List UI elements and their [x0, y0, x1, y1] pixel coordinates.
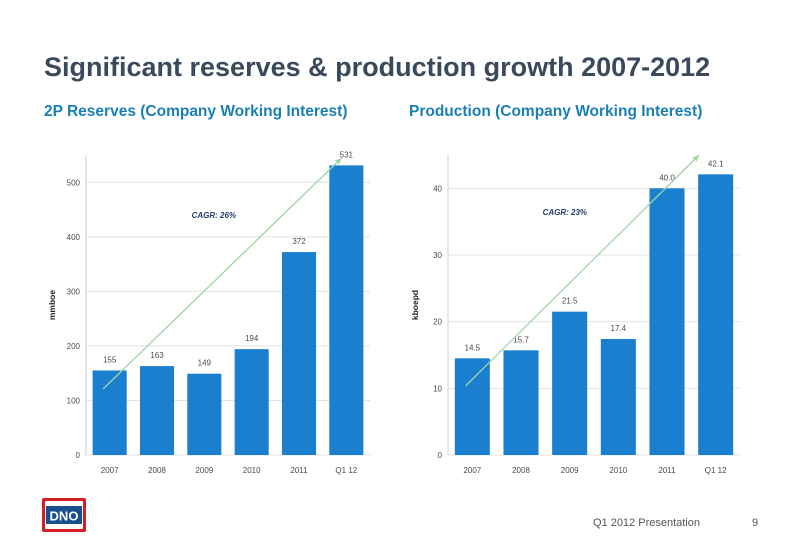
x-tick-label: 2007 — [463, 466, 481, 475]
bar — [698, 174, 734, 456]
bar — [454, 358, 490, 455]
data-label: 21.5 — [562, 297, 578, 306]
footer-presentation-label: Q1 2012 Presentation — [592, 517, 700, 529]
logo-band — [46, 506, 82, 524]
x-tick-label: 2009 — [561, 466, 579, 475]
y-tick-label: 30 — [433, 251, 442, 260]
trend-line — [465, 154, 700, 387]
y-tick-label: 200 — [67, 342, 81, 351]
y-axis-label: mmboe — [47, 290, 57, 321]
dno-logo: DNO — [42, 498, 86, 532]
data-label: 40.0 — [659, 173, 675, 182]
y-tick-label: 0 — [438, 451, 443, 460]
cagr-annotation: CAGR: 26% — [192, 211, 236, 220]
page-title: Significant reserves & production growth… — [44, 52, 711, 82]
bar — [139, 366, 175, 455]
x-tick-label: 2007 — [101, 466, 119, 475]
bar — [503, 350, 539, 455]
y-tick-label: 100 — [67, 396, 81, 405]
trend-line — [102, 157, 343, 390]
bar — [552, 311, 588, 455]
data-label: 15.7 — [513, 335, 529, 344]
data-label: 372 — [292, 237, 306, 246]
x-tick-label: Q1 12 — [705, 466, 727, 475]
data-label: 155 — [103, 355, 117, 364]
trend-arrowhead — [335, 158, 342, 165]
data-label: 163 — [150, 351, 164, 360]
reserves-chart-heading: 2P Reserves (Company Working Interest) — [44, 103, 348, 120]
bar — [600, 339, 636, 455]
x-tick-label: Q1 12 — [335, 466, 357, 475]
x-tick-label: 2008 — [512, 466, 530, 475]
data-label: 42.1 — [708, 159, 724, 168]
reserves-bar-chart: 0 100 200 300 400 500 mmboe 155 2007 163 2008 149 20… — [47, 150, 370, 475]
bar — [281, 252, 317, 455]
production-chart-heading: Production (Company Working Interest) — [409, 103, 703, 120]
logo-text: DNO — [50, 509, 79, 524]
trend-arrowhead — [692, 155, 700, 162]
x-tick-label: 2010 — [609, 466, 627, 475]
bar — [329, 165, 364, 455]
y-tick-label: 40 — [433, 184, 442, 193]
y-tick-label: 500 — [67, 178, 81, 187]
bar — [187, 373, 222, 455]
bar — [649, 188, 685, 456]
x-tick-label: 2009 — [195, 466, 213, 475]
y-tick-label: 400 — [67, 233, 81, 242]
cagr-annotation: CAGR: 23% — [543, 208, 587, 217]
y-tick-label: 10 — [433, 384, 442, 393]
y-tick-label: 20 — [433, 318, 442, 327]
data-label: 14.5 — [465, 343, 481, 352]
bar — [234, 349, 269, 455]
y-tick-label: 0 — [76, 451, 81, 460]
x-tick-label: 2011 — [658, 466, 676, 475]
bar — [92, 370, 127, 455]
y-axis-label: kboepd — [410, 290, 420, 320]
y-tick-label: 300 — [67, 287, 81, 296]
data-label: 531 — [340, 150, 354, 159]
data-label: 17.4 — [611, 324, 627, 333]
page-number: 9 — [752, 517, 759, 529]
data-label: 194 — [245, 334, 259, 343]
x-tick-label: 2010 — [243, 466, 261, 475]
x-tick-label: 2008 — [148, 466, 166, 475]
production-bar-chart: 0 10 20 30 40 kboepd 14.5 2007 15.7 2008 21.5 2009 1… — [410, 154, 740, 475]
x-tick-label: 2011 — [290, 466, 308, 475]
data-label: 149 — [198, 359, 212, 368]
